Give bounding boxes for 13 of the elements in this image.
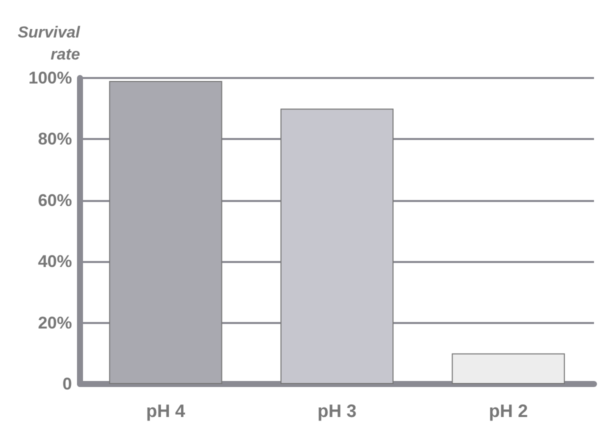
y-tick-label: 100%: [28, 68, 72, 88]
y-tick-label: 60%: [38, 190, 72, 210]
bar: [109, 81, 222, 384]
y-tick-label: 20%: [38, 313, 72, 332]
y-axis-title: Survival rate: [18, 24, 81, 64]
x-tick-label: pH 2: [488, 401, 528, 421]
bar: [452, 353, 565, 384]
x-tick-label: pH 4: [146, 401, 186, 421]
y-tick-label: 40%: [38, 252, 72, 272]
x-tick-label: pH 3: [317, 401, 357, 421]
bar: [280, 108, 394, 384]
y-tick-label: 80%: [38, 130, 72, 149]
y-tick-label: 0: [62, 374, 72, 394]
